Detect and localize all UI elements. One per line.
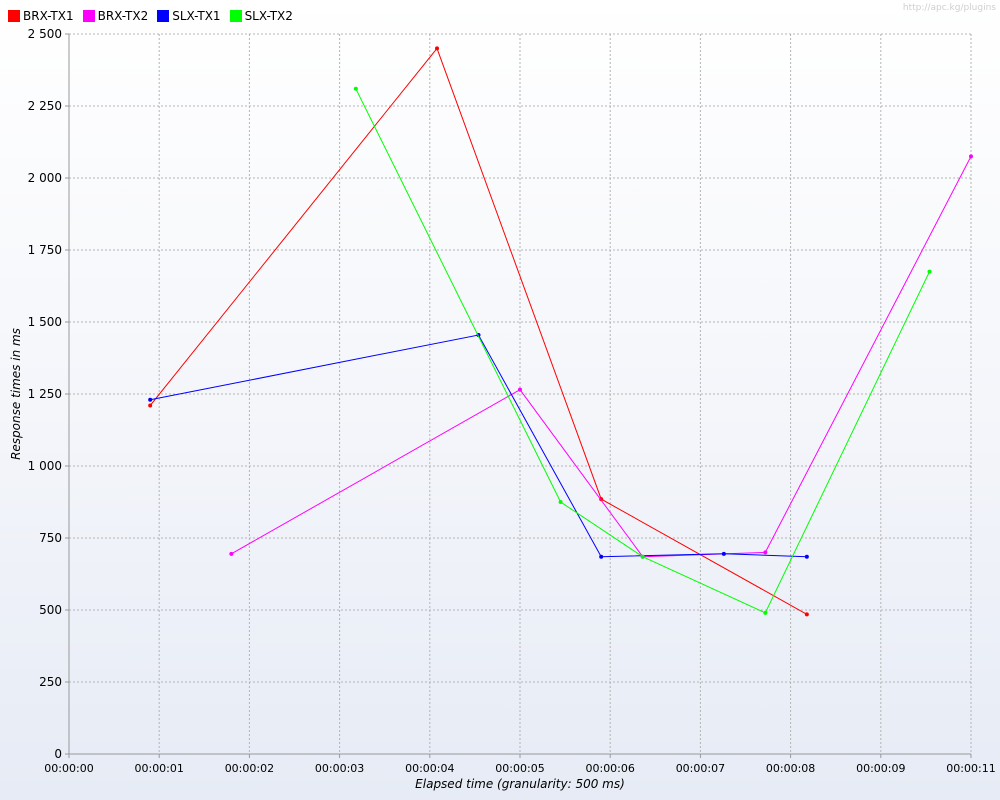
data-point-brx-tx1 xyxy=(148,403,153,408)
x-tick-label: 00:00:09 xyxy=(856,762,905,775)
data-point-brx-tx2 xyxy=(229,551,234,556)
legend-item-brx-tx2: BRX-TX2 xyxy=(82,9,149,23)
y-tick-label: 1 250 xyxy=(28,387,62,401)
data-point-slx-tx2 xyxy=(640,554,645,559)
y-tick-label: 500 xyxy=(39,603,62,617)
legend-swatch xyxy=(229,10,242,22)
data-point-slx-tx2 xyxy=(558,500,563,504)
legend-item-brx-tx1: BRX-TX1 xyxy=(8,9,74,23)
y-tick-label: 0 xyxy=(54,747,62,761)
legend-label: SLX-TX1 xyxy=(172,9,221,23)
x-tick-label: 00:00:00 xyxy=(44,762,93,775)
x-tick-label: 00:00:03 xyxy=(315,762,364,775)
legend-swatch xyxy=(157,10,170,22)
data-point-slx-tx2 xyxy=(353,86,358,91)
x-tick-label: 00:00:04 xyxy=(405,762,454,775)
legend-item-slx-tx2: SLX-TX2 xyxy=(229,9,293,23)
legend-swatch xyxy=(8,10,20,22)
x-tick-label: 00:00:07 xyxy=(676,762,725,775)
watermark: http://apc.kg/plugins xyxy=(902,3,996,13)
y-tick-label: 750 xyxy=(39,531,62,545)
data-point-slx-tx1 xyxy=(721,551,726,556)
x-tick-label: 00:00:02 xyxy=(225,762,274,775)
y-tick-label: 1 750 xyxy=(28,243,62,257)
series-line-brx-tx1 xyxy=(149,47,808,615)
y-tick-label: 1 000 xyxy=(28,459,62,473)
y-axis-label: Response times in ms xyxy=(9,328,23,460)
data-point-slx-tx1 xyxy=(599,554,604,559)
x-tick-label: 00:00:05 xyxy=(495,762,544,775)
y-tick-label: 1 500 xyxy=(28,315,62,329)
y-tick-label: 2 000 xyxy=(28,171,62,185)
data-point-brx-tx1 xyxy=(804,612,809,617)
x-tick-label: 00:00:06 xyxy=(585,762,634,775)
x-tick-label: 00:00:01 xyxy=(134,762,183,775)
legend-item-slx-tx1: SLX-TX1 xyxy=(157,9,221,23)
legend-swatch xyxy=(82,10,95,22)
data-point-brx-tx2 xyxy=(969,154,973,159)
data-point-slx-tx1 xyxy=(148,397,153,402)
legend-label: BRX-TX2 xyxy=(97,9,149,23)
y-tick-label: 2 250 xyxy=(28,99,62,113)
data-point-slx-tx2 xyxy=(927,269,932,274)
data-point-brx-tx2 xyxy=(518,387,522,392)
data-point-brx-tx2 xyxy=(763,550,768,555)
x-tick-label: 00:00:11 xyxy=(946,762,995,775)
data-point-slx-tx2 xyxy=(763,610,768,615)
x-axis-label: Elapsed time (granularity: 500 ms) xyxy=(415,777,625,791)
x-tick-label: 00:00:08 xyxy=(766,762,815,775)
y-tick-label: 250 xyxy=(39,675,62,689)
y-tick-label: 2 500 xyxy=(28,27,62,41)
legend-label: SLX-TX2 xyxy=(244,9,293,23)
legend-label: BRX-TX1 xyxy=(23,9,74,23)
data-point-slx-tx1 xyxy=(804,554,809,559)
legend: BRX-TX1 BRX-TX2 SLX-TX1 SLX-TX2 xyxy=(8,7,302,25)
data-point-brx-tx1 xyxy=(435,46,440,51)
